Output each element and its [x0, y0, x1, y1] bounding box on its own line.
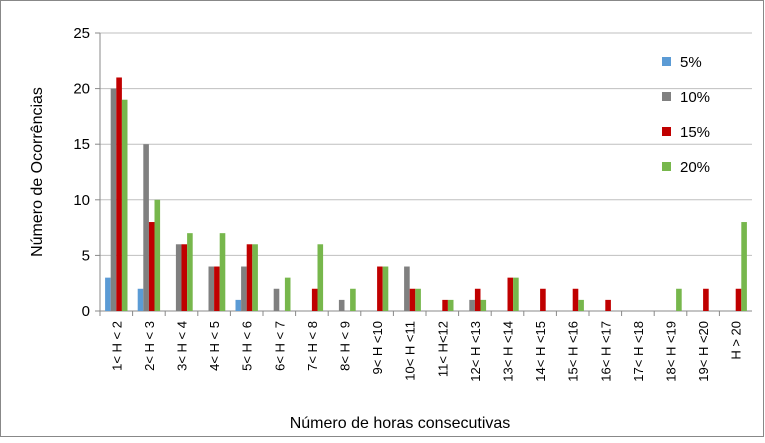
bar	[676, 288, 682, 311]
x-tick-label: 18< H <19	[664, 321, 679, 382]
x-tick-label: 11< H<12	[435, 321, 450, 377]
legend-swatch	[662, 127, 671, 136]
x-axis-label: Número de horas consecutivas	[290, 415, 511, 432]
legend-label: 20%	[680, 159, 710, 176]
bar	[246, 244, 253, 311]
bar	[252, 244, 258, 311]
bar	[208, 266, 215, 311]
bar	[513, 277, 519, 311]
bar	[350, 288, 356, 311]
bar	[110, 88, 117, 311]
y-tick-label: 0	[82, 303, 90, 320]
x-tick-label: 6< H < 7	[272, 321, 287, 371]
bar	[219, 233, 226, 311]
bar	[507, 277, 514, 311]
legend-label: 5%	[680, 54, 702, 71]
bar	[415, 288, 421, 311]
bar	[382, 266, 389, 311]
y-tick-label: 15	[73, 136, 90, 153]
x-tick-label: 9< H <10	[370, 321, 385, 375]
bar	[480, 299, 487, 311]
bar	[572, 288, 579, 311]
bar	[338, 299, 345, 311]
x-tick-label: 15< H <16	[566, 321, 581, 382]
bar	[137, 288, 144, 311]
y-tick-label: 5	[82, 247, 90, 264]
bar	[311, 288, 318, 311]
legend-swatch	[662, 162, 671, 171]
bar	[116, 77, 122, 311]
y-tick-label: 10	[73, 192, 90, 209]
x-tick-label: 3< H < 4	[175, 321, 190, 371]
legend-label: 10%	[680, 89, 710, 106]
bar	[148, 222, 155, 311]
bar	[214, 266, 220, 311]
bar	[377, 266, 383, 311]
x-tick-label: 5< H < 6	[240, 321, 255, 371]
x-tick-label: 7< H < 8	[305, 321, 320, 371]
x-tick-label: 12< H <13	[468, 321, 483, 382]
x-tick-label: 19< H <20	[696, 321, 711, 382]
bar	[578, 299, 584, 311]
x-tick-label: 1< H < 2	[109, 321, 124, 371]
bar	[181, 244, 188, 311]
bar	[154, 199, 161, 311]
bar	[175, 244, 182, 311]
bar	[404, 266, 410, 311]
x-tick-label: 14< H <15	[533, 321, 548, 382]
bar	[284, 277, 291, 311]
bar	[469, 299, 475, 311]
x-tick-label: 10< H <11	[403, 321, 418, 381]
y-tick-label: 20	[73, 81, 90, 98]
x-tick-label: 13< H <14	[501, 321, 516, 382]
y-axis-label: Número de Ocorrências	[29, 87, 46, 257]
bar	[235, 299, 242, 311]
bar	[105, 277, 111, 311]
bar	[474, 288, 481, 311]
bar	[447, 299, 454, 311]
x-tick-label: H > 20	[729, 321, 744, 360]
bar	[121, 99, 128, 311]
x-tick-label: 2< H < 3	[142, 321, 157, 371]
x-tick-label: 4< H < 5	[207, 321, 222, 371]
x-tick-label: 8< H < 9	[338, 321, 353, 371]
bar	[187, 233, 193, 311]
bar	[273, 288, 280, 311]
legend-swatch	[662, 57, 671, 66]
bar	[735, 288, 742, 311]
bar	[540, 288, 546, 311]
bar	[409, 288, 416, 311]
legend-swatch	[662, 92, 671, 101]
bar	[605, 299, 611, 311]
x-tick-label: 16< H <17	[598, 321, 613, 382]
bar	[317, 244, 324, 311]
bar	[703, 288, 709, 311]
bar	[143, 144, 149, 311]
bar	[741, 222, 747, 311]
bar	[442, 299, 448, 311]
legend-label: 15%	[680, 124, 710, 141]
bar	[241, 266, 247, 311]
y-tick-label: 25	[73, 25, 90, 42]
x-tick-label: 17< H <18	[631, 321, 646, 382]
